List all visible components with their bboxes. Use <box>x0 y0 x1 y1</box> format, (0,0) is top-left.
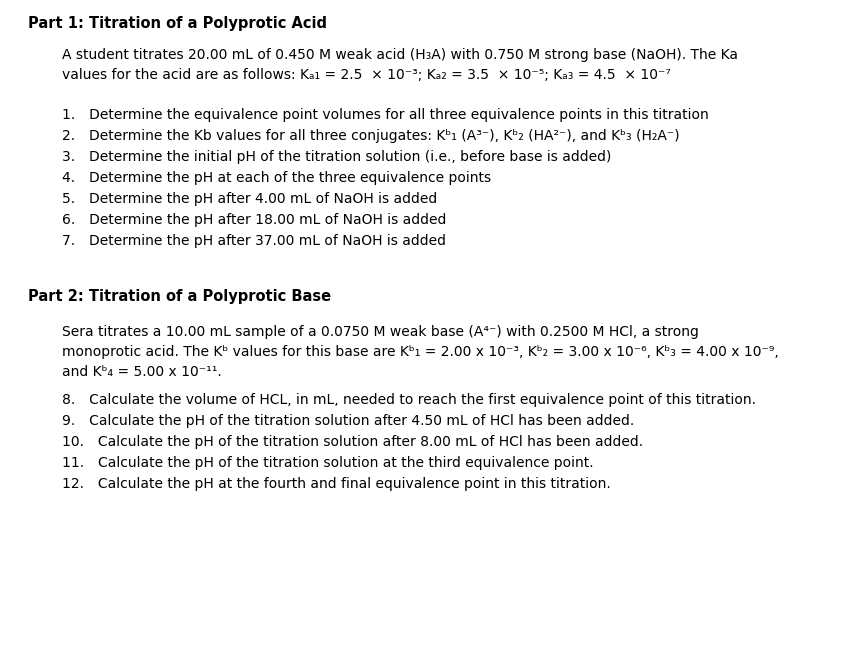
Text: 5. Determine the pH after 4.00 mL of NaOH is added: 5. Determine the pH after 4.00 mL of NaO… <box>62 192 437 206</box>
Text: 3. Determine the initial pH of the titration solution (i.e., before base is adde: 3. Determine the initial pH of the titra… <box>62 150 611 164</box>
Text: 2. Determine the Kb values for all three conjugates: Kᵇ₁ (A³⁻), Kᵇ₂ (HA²⁻), and : 2. Determine the Kb values for all three… <box>62 129 680 143</box>
Text: Sera titrates a 10.00 mL sample of a 0.0750 M weak base (A⁴⁻) with 0.2500 M HCl,: Sera titrates a 10.00 mL sample of a 0.0… <box>62 325 698 339</box>
Text: 9. Calculate the pH of the titration solution after 4.50 mL of HCl has been adde: 9. Calculate the pH of the titration sol… <box>62 414 634 428</box>
Text: 12. Calculate the pH at the fourth and final equivalence point in this titration: 12. Calculate the pH at the fourth and f… <box>62 477 610 491</box>
Text: A student titrates 20.00 mL of 0.450 M weak acid (H₃A) with 0.750 M strong base : A student titrates 20.00 mL of 0.450 M w… <box>62 48 738 62</box>
Text: 11. Calculate the pH of the titration solution at the third equivalence point.: 11. Calculate the pH of the titration so… <box>62 456 593 470</box>
Text: 4. Determine the pH at each of the three equivalence points: 4. Determine the pH at each of the three… <box>62 171 491 185</box>
Text: values for the acid are as follows: Kₐ₁ = 2.5  × 10⁻³; Kₐ₂ = 3.5  × 10⁻⁵; Kₐ₃ = : values for the acid are as follows: Kₐ₁ … <box>62 68 671 82</box>
Text: 8. Calculate the volume of HCL, in mL, needed to reach the first equivalence poi: 8. Calculate the volume of HCL, in mL, n… <box>62 393 756 407</box>
Text: 1. Determine the equivalence point volumes for all three equivalence points in t: 1. Determine the equivalence point volum… <box>62 108 709 122</box>
Text: Part 1: Titration of a Polyprotic Acid: Part 1: Titration of a Polyprotic Acid <box>28 16 327 31</box>
Text: and Kᵇ₄ = 5.00 x 10⁻¹¹.: and Kᵇ₄ = 5.00 x 10⁻¹¹. <box>62 365 222 379</box>
Text: 10. Calculate the pH of the titration solution after 8.00 mL of HCl has been add: 10. Calculate the pH of the titration so… <box>62 435 643 449</box>
Text: 7. Determine the pH after 37.00 mL of NaOH is added: 7. Determine the pH after 37.00 mL of Na… <box>62 234 446 248</box>
Text: 6. Determine the pH after 18.00 mL of NaOH is added: 6. Determine the pH after 18.00 mL of Na… <box>62 213 446 227</box>
Text: Part 2: Titration of a Polyprotic Base: Part 2: Titration of a Polyprotic Base <box>28 289 331 304</box>
Text: monoprotic acid. The Kᵇ values for this base are Kᵇ₁ = 2.00 x 10⁻³, Kᵇ₂ = 3.00 x: monoprotic acid. The Kᵇ values for this … <box>62 345 779 359</box>
